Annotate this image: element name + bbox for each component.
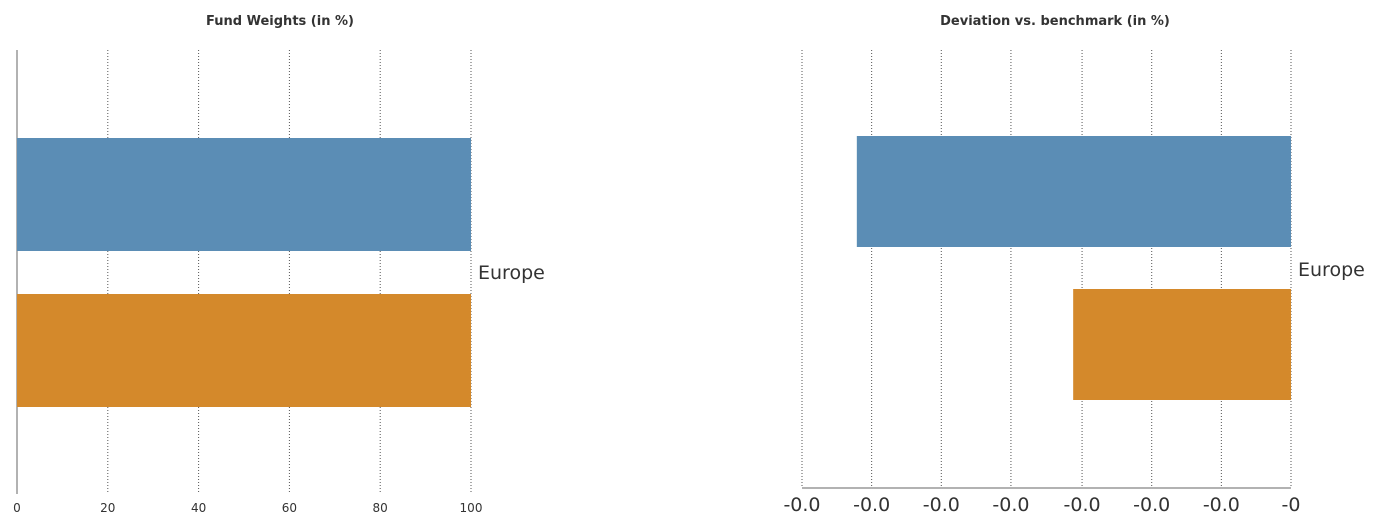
chart-title-deviation: Deviation vs. benchmark (in %) [940,14,1170,29]
x-tick-label: -0.0 [783,494,820,515]
category-label: Europe [478,262,545,284]
bar [17,138,471,251]
x-tick-label: -0.0 [992,494,1029,515]
x-tick-label: -0.0 [1064,494,1101,515]
fund-weights-plot: 0 20 40 60 80 100 Europe [13,50,545,515]
deviation-chart: Deviation vs. benchmark (in %) -0.0 -0.0-… [720,0,1373,515]
x-tick-label: -0.0 [1133,494,1170,515]
category-label: Europe [1298,259,1365,281]
x-tick-label: 60 [282,501,297,515]
x-tick-label: 80 [373,501,388,515]
x-tick-label: 100 [460,501,483,515]
x-tick-label: -0.0 [1203,494,1240,515]
x-tick-label: -0.0 [853,494,890,515]
deviation-plot: -0.0 -0.0 -0.0 -0.0 -0.0 -0.0 -0.0 -0 Europe [783,50,1365,515]
chart-title-fund-weights: Fund Weights (in %) [206,14,354,29]
fund-weights-chart: Fund Weights (in %) 0 20 40 60 80 100 Europe [0,0,640,515]
x-tick-label: 0 [13,501,21,515]
bar [17,294,471,407]
x-tick-label: -0 [1282,494,1301,515]
x-tick-label: -0.0 [923,494,960,515]
x-tick-label: 20 [100,501,115,515]
x-tick-label: 40 [191,501,206,515]
bar [1073,289,1291,400]
bar [856,136,1291,247]
